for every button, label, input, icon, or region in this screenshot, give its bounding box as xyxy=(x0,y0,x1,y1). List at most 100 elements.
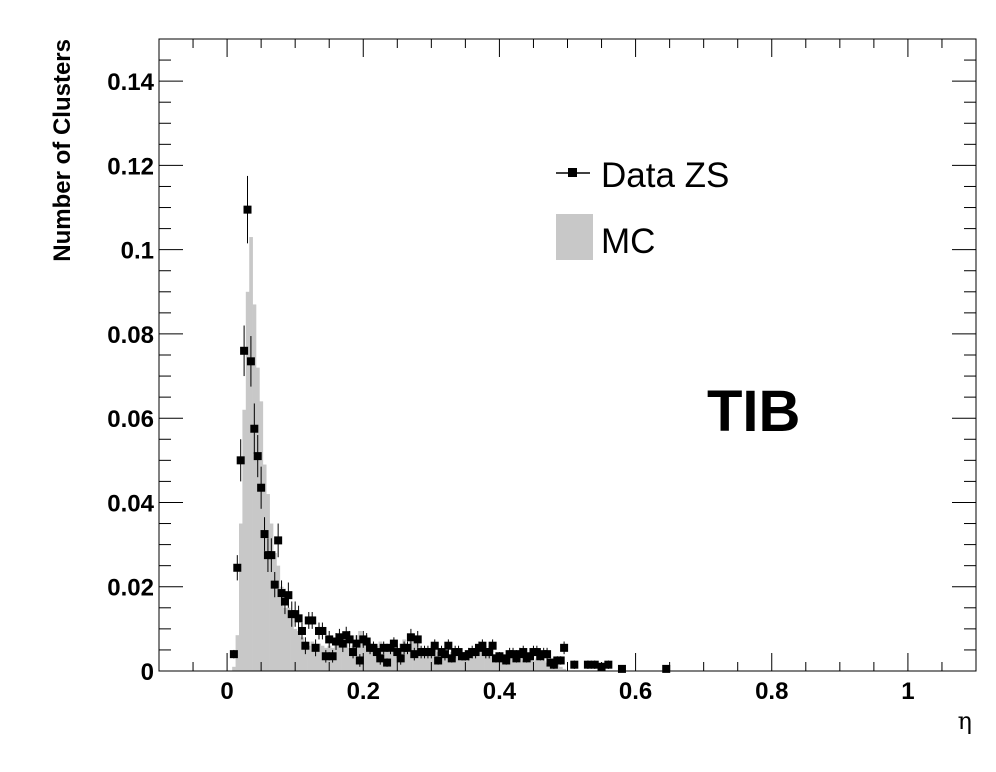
mc-bin xyxy=(242,409,247,671)
y-tick-label: 0.02 xyxy=(107,575,154,602)
y-tick-label: 0.1 xyxy=(121,238,154,265)
mc-bin xyxy=(470,652,475,671)
mc-bin xyxy=(511,658,516,671)
data-point xyxy=(519,648,528,657)
mc-bin xyxy=(245,291,250,671)
mc-bin xyxy=(463,652,468,671)
mc-bin xyxy=(490,654,495,671)
x-tick-labels: 0 0.2 0.4 0.6 0.8 1 xyxy=(220,678,914,705)
y-axis-title: Number of Clusters xyxy=(49,39,76,262)
mc-bin xyxy=(347,647,352,671)
data-point xyxy=(291,610,300,619)
mc-bin xyxy=(443,652,447,671)
data-point xyxy=(406,633,415,642)
data-point xyxy=(253,452,262,461)
mc-bin xyxy=(252,304,257,671)
data-point xyxy=(236,456,245,465)
mc-bin xyxy=(453,654,458,671)
data-point xyxy=(662,664,671,673)
data-point xyxy=(502,656,511,665)
data-point xyxy=(376,654,385,663)
legend: Data ZS MC xyxy=(556,156,729,261)
mc-bin xyxy=(426,652,430,671)
data-point xyxy=(284,591,293,600)
mc-bin xyxy=(467,654,471,671)
mc-bin xyxy=(310,641,315,671)
mc-bin xyxy=(473,652,478,671)
data-point xyxy=(345,635,354,644)
detector-annotation: TIB xyxy=(707,379,800,444)
data-point xyxy=(447,654,456,663)
data-point xyxy=(274,536,283,545)
mc-bin xyxy=(293,628,298,671)
x-axis-title: η xyxy=(958,707,972,735)
data-point xyxy=(301,641,310,650)
mc-bin xyxy=(269,523,274,671)
mc-bin xyxy=(276,565,281,671)
data-point xyxy=(488,641,497,650)
data-point xyxy=(250,424,259,433)
data-point xyxy=(471,648,480,657)
mc-bin xyxy=(283,607,287,671)
mc-bin xyxy=(249,237,253,671)
data-point xyxy=(321,652,330,661)
data-point xyxy=(478,641,487,650)
data-point xyxy=(543,650,552,659)
data-point xyxy=(349,648,358,657)
data-point xyxy=(229,650,238,659)
y-tick-label: 0.14 xyxy=(107,69,154,96)
mc-bin xyxy=(232,666,236,671)
data-point xyxy=(369,643,378,652)
mc-bin xyxy=(487,652,492,671)
data-point xyxy=(454,648,463,657)
data-point xyxy=(294,614,303,623)
mc-bin xyxy=(290,618,294,671)
mc-bin xyxy=(535,658,539,671)
mc-bin xyxy=(456,652,461,671)
data-point xyxy=(396,654,405,663)
mc-bin xyxy=(541,660,546,671)
data-point xyxy=(338,639,347,648)
mc-bin xyxy=(480,649,485,671)
mc-bin xyxy=(514,656,519,671)
mc-bin xyxy=(364,643,369,671)
y-tick-label: 0.06 xyxy=(107,406,154,433)
mc-bin xyxy=(296,630,301,671)
mc-bin xyxy=(300,637,304,671)
data-point xyxy=(583,660,592,669)
x-tick-label: 0 xyxy=(220,678,233,705)
data-point xyxy=(383,658,392,667)
mc-bin xyxy=(368,645,373,671)
mc-bin xyxy=(405,647,410,671)
data-point xyxy=(379,643,388,652)
data-point xyxy=(389,639,398,648)
mc-bin xyxy=(429,649,434,671)
x-tick-label: 0.8 xyxy=(755,678,788,705)
legend-mc-label: MC xyxy=(601,222,655,261)
mc-bin xyxy=(337,643,342,671)
data-point xyxy=(590,660,599,669)
legend-data-marker xyxy=(568,168,577,177)
mc-bin xyxy=(392,647,396,671)
mc-bin xyxy=(538,660,543,671)
mc-bin xyxy=(419,647,424,671)
data-point xyxy=(362,637,371,646)
data-point xyxy=(270,580,279,589)
data-point xyxy=(246,357,255,366)
data-point xyxy=(311,643,320,652)
data-point xyxy=(240,346,249,355)
mc-bin xyxy=(521,660,526,671)
data-point xyxy=(440,650,449,659)
mc-bin xyxy=(262,464,267,671)
legend-mc-swatch xyxy=(556,214,593,260)
data-point xyxy=(509,650,518,659)
mc-bin xyxy=(273,553,277,671)
data-point xyxy=(318,626,327,635)
mc-bin xyxy=(494,656,499,671)
axis-ticks xyxy=(158,38,977,672)
mc-bin xyxy=(518,658,522,671)
mc-bin xyxy=(558,666,563,671)
y-tick-label: 0 xyxy=(141,659,154,686)
